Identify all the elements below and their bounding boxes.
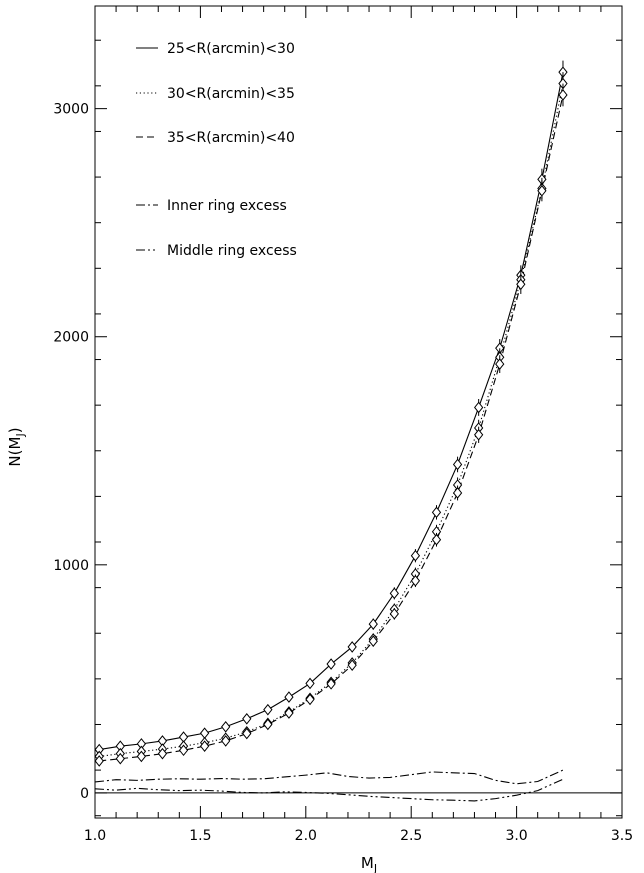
- diamond-marker: [221, 720, 231, 733]
- diamond-marker: [242, 727, 252, 740]
- x-tick-label: 1.5: [189, 828, 211, 844]
- plot-frame: [94, 5, 623, 819]
- x-tick-label: 3.0: [505, 828, 527, 844]
- diamond-marker: [558, 89, 568, 101]
- x-tick-label: 2.5: [400, 828, 422, 844]
- diamond-marker: [389, 608, 399, 620]
- diamond-marker: [347, 659, 357, 671]
- diamond-marker: [368, 635, 378, 648]
- y-tick-label: 3000: [53, 102, 89, 118]
- y-tick-label: 1000: [53, 558, 89, 574]
- diamond-marker: [431, 533, 442, 546]
- legend-label: Middle ring excess: [167, 243, 297, 259]
- diamond-marker: [178, 744, 189, 757]
- diamond-marker: [305, 693, 315, 706]
- y-axis-label: N(MJ): [6, 427, 27, 466]
- diamond-marker: [284, 691, 294, 703]
- diamond-marker: [199, 740, 210, 752]
- diamond-marker: [263, 703, 273, 716]
- diamond-marker: [305, 677, 315, 690]
- series-markers: [94, 60, 568, 767]
- legend-label: 25<R(arcmin)<30: [167, 41, 295, 57]
- diamond-marker: [263, 718, 273, 731]
- diamond-marker: [221, 735, 231, 747]
- y-axis-ticks: 0 1000 2000 3000: [53, 39, 622, 817]
- x-axis-ticks: 1.0 1.5 2.0 2.5 3.0 3.5: [84, 6, 633, 844]
- legend-label: Inner ring excess: [167, 198, 287, 214]
- y-tick-label: 2000: [53, 330, 89, 346]
- diamond-marker: [284, 707, 294, 719]
- diamond-marker: [474, 401, 484, 414]
- legend-label: 30<R(arcmin)<35: [167, 86, 295, 102]
- x-tick-label: 1.0: [84, 828, 106, 844]
- diamond-marker: [516, 278, 526, 291]
- diamond-marker: [115, 752, 125, 765]
- diamond-marker: [452, 458, 463, 471]
- plot-border: [94, 5, 623, 819]
- diamond-marker: [537, 184, 547, 197]
- legend: 25<R(arcmin)<30 30<R(arcmin)<35 35<R(arcmi…: [136, 41, 297, 259]
- series-line-2: [99, 83, 564, 757]
- diamond-marker: [326, 658, 336, 670]
- diamond-marker: [368, 618, 378, 630]
- diamond-marker: [199, 727, 210, 739]
- diamond-marker: [136, 750, 147, 763]
- diamond-marker: [410, 549, 421, 562]
- x-axis-label: MJ: [361, 854, 377, 873]
- diamond-marker: [94, 755, 104, 767]
- diamond-marker: [452, 487, 463, 499]
- series-line-5: [94, 778, 564, 802]
- diamond-marker: [242, 712, 252, 725]
- diamond-marker: [157, 747, 168, 760]
- x-tick-label: 3.5: [611, 828, 633, 844]
- y-tick-label: 0: [80, 786, 89, 802]
- diamond-marker: [347, 641, 357, 653]
- legend-label: 35<R(arcmin)<40: [167, 130, 295, 146]
- diamond-marker: [431, 506, 442, 519]
- diamond-marker: [474, 429, 484, 441]
- series-lines: [94, 72, 564, 802]
- series-line-1: [99, 72, 564, 751]
- diamond-marker: [389, 587, 399, 600]
- x-tick-label: 2.0: [295, 828, 317, 844]
- diamond-marker: [495, 358, 505, 370]
- diamond-marker: [410, 574, 421, 587]
- diamond-marker: [326, 678, 336, 690]
- series-line-4: [94, 769, 564, 785]
